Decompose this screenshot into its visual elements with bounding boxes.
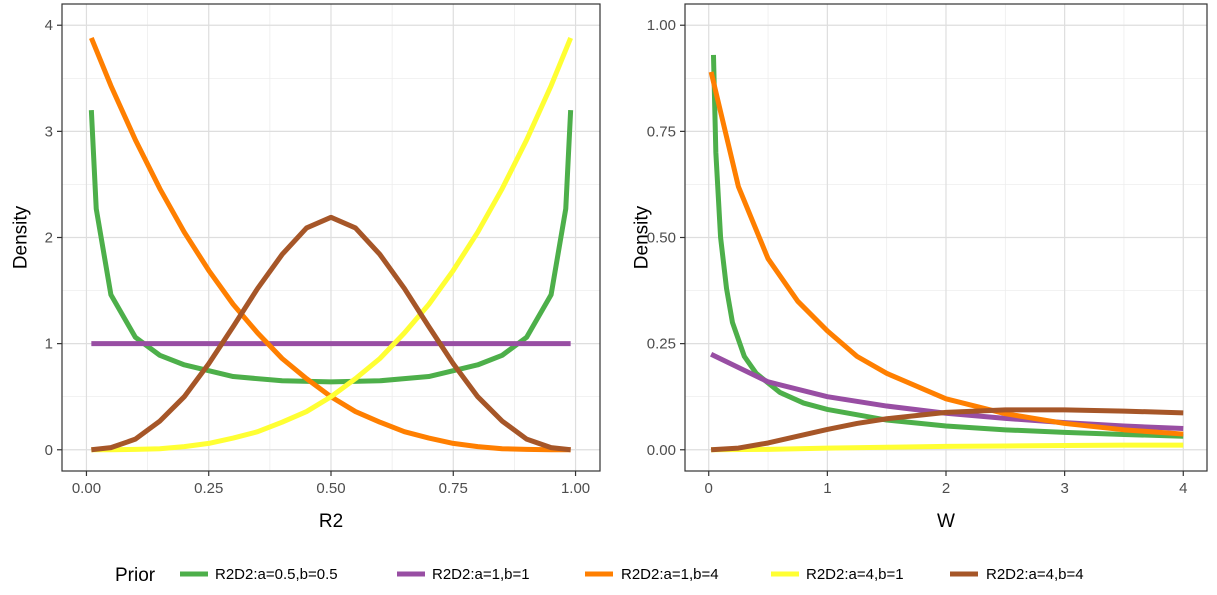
left-series-line-5: [91, 214, 571, 453]
right-series-line-5: [710, 407, 1184, 453]
legend-label-3: R2D2:a=1,b=4: [621, 566, 719, 583]
right-y-tick-label: 0.00: [647, 442, 676, 459]
legend-label-1: R2D2:a=0.5,b=0.5: [215, 566, 338, 583]
right-x-tick-label: 3: [1060, 480, 1068, 497]
left-x-tick-label: 0.75: [439, 480, 468, 497]
right-y-tick-label: 1.00: [647, 17, 676, 34]
left-x-axis-title: R2: [319, 511, 343, 532]
left-y-tick-label: 2: [45, 230, 53, 247]
left-x-tick-label: 1.00: [561, 480, 590, 497]
right-x-axis-title: W: [937, 511, 955, 532]
legend-label-5: R2D2:a=4,b=4: [986, 566, 1084, 583]
right-y-tick-label: 0.50: [647, 230, 676, 247]
right-panel-w: 0 1 2 3 4 0.00 0.25 0.50 0.75 1.00 W Density: [632, 3, 1208, 532]
legend-item-3: R2D2:a=1,b=4: [585, 566, 719, 583]
right-x-tick-label: 1: [823, 480, 831, 497]
left-y-axis-title: Density: [11, 205, 32, 269]
right-y-axis-title: Density: [632, 205, 653, 269]
right-x-tick-label: 4: [1179, 480, 1187, 497]
left-x-tick-label: 0.00: [72, 480, 101, 497]
legend-label-4: R2D2:a=4,b=1: [806, 566, 904, 583]
right-y-tick-label: 0.25: [647, 336, 676, 353]
left-y-tick-label: 4: [45, 17, 53, 34]
left-series-line-4: [91, 37, 573, 453]
left-y-tick-label: 3: [45, 123, 53, 140]
right-series-line-3: [708, 71, 1184, 437]
legend-title: Prior: [115, 565, 156, 586]
left-panel-r2: 0.00 0.25 0.50 0.75 1.00 0 1 2 3 4 R2 Density: [11, 3, 601, 532]
right-series-line-4: [711, 442, 1184, 453]
left-x-tick-label: 0.50: [316, 480, 345, 497]
right-x-tick-label: 0: [705, 480, 713, 497]
legend-item-1: R2D2:a=0.5,b=0.5: [180, 566, 338, 583]
left-y-tick-label: 1: [45, 336, 53, 353]
legend: Prior R2D2:a=0.5,b=0.5 R2D2:a=1,b=1 R2D2:a=…: [115, 565, 1084, 586]
right-x-tick-label: 2: [942, 480, 950, 497]
left-series-line-1: [88, 110, 574, 385]
left-y-tick-label: 0: [45, 442, 53, 459]
legend-item-5: R2D2:a=4,b=4: [950, 566, 1084, 583]
legend-item-2: R2D2:a=1,b=1: [397, 566, 530, 583]
legend-label-2: R2D2:a=1,b=1: [432, 566, 530, 583]
legend-item-4: R2D2:a=4,b=1: [771, 566, 904, 583]
right-series-line-1: [710, 54, 1184, 439]
left-x-tick-label: 0.25: [194, 480, 223, 497]
right-y-tick-label: 0.75: [647, 123, 676, 140]
